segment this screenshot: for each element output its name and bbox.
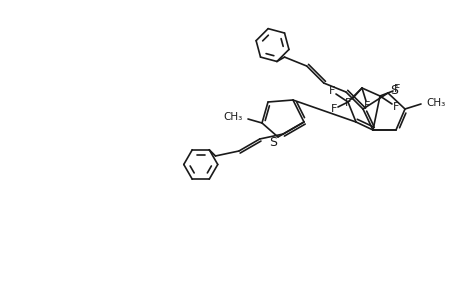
Text: F: F bbox=[364, 100, 370, 111]
Text: CH₃: CH₃ bbox=[425, 98, 444, 108]
Text: S: S bbox=[269, 136, 276, 148]
Text: F: F bbox=[392, 102, 398, 112]
Text: F: F bbox=[328, 86, 334, 96]
Text: F: F bbox=[393, 84, 400, 94]
Text: F: F bbox=[330, 104, 337, 114]
Text: F: F bbox=[345, 98, 351, 108]
Text: S: S bbox=[389, 83, 397, 97]
Text: CH₃: CH₃ bbox=[223, 112, 242, 122]
